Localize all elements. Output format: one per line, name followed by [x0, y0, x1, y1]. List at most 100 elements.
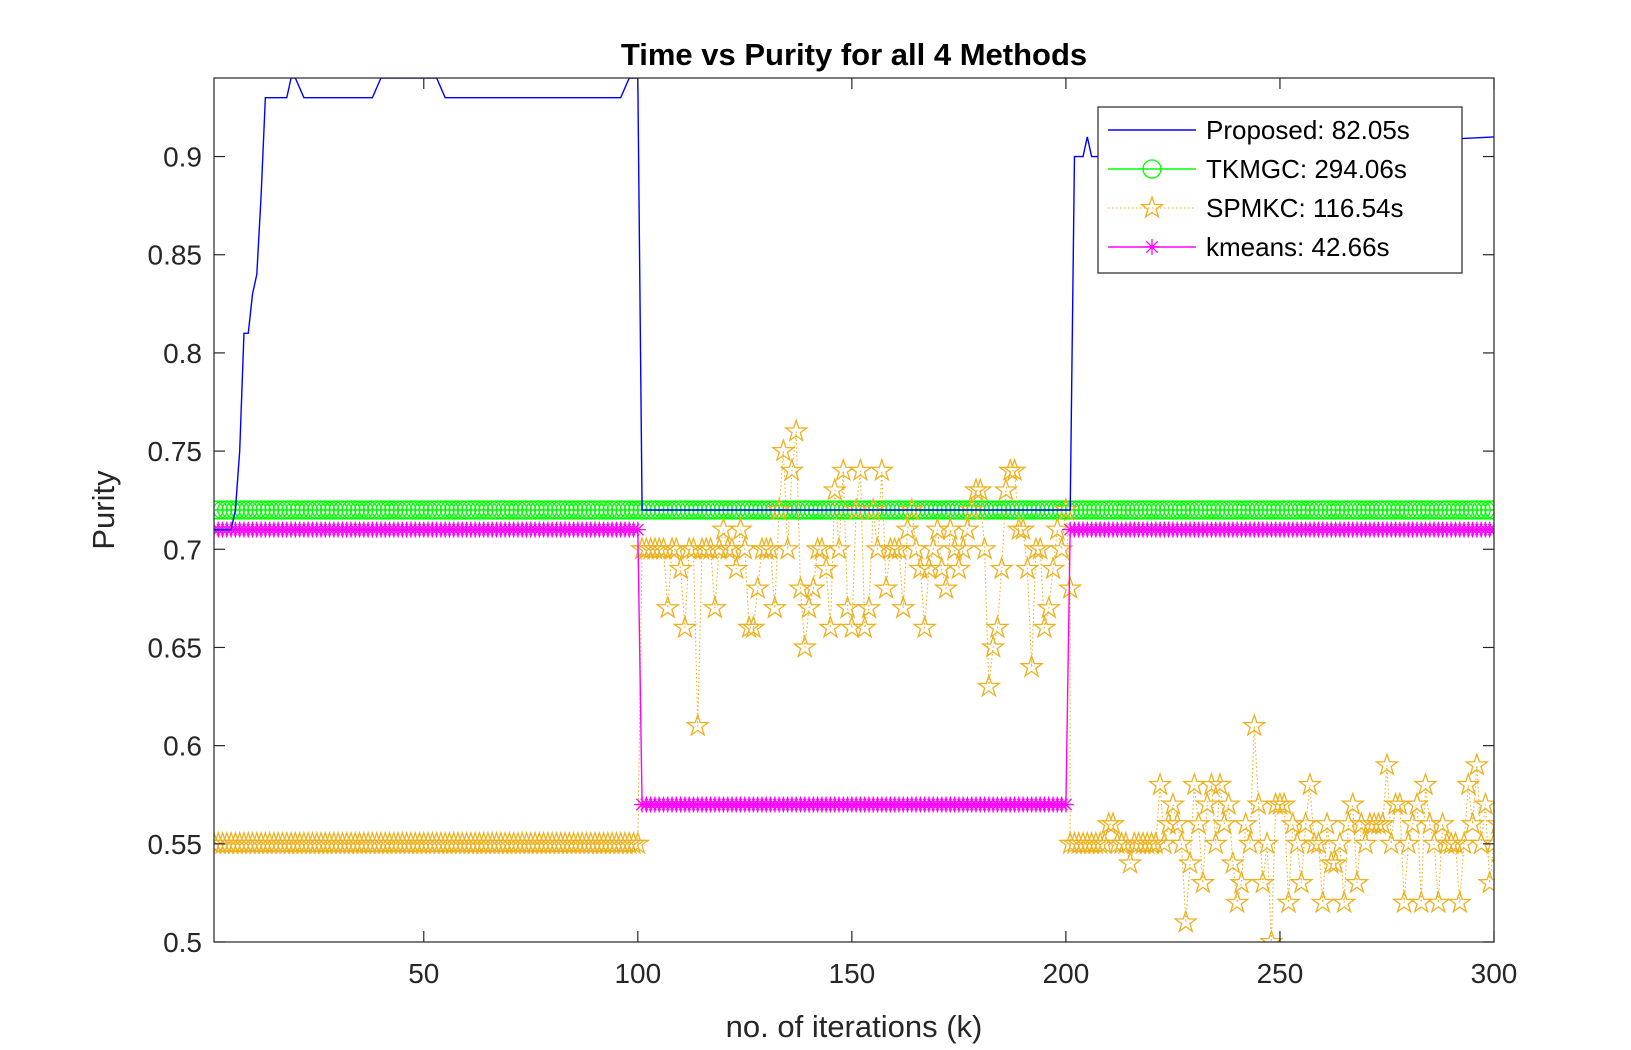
data-point	[238, 500, 258, 520]
data-point	[813, 555, 839, 580]
data-point	[890, 595, 916, 619]
data-point	[1314, 811, 1340, 835]
data-point	[848, 457, 873, 482]
data-point	[1210, 500, 1230, 520]
data-point	[1404, 791, 1430, 816]
data-point	[272, 500, 293, 520]
data-point	[1094, 500, 1115, 520]
data-point	[461, 500, 481, 520]
data-point	[1214, 500, 1234, 520]
data-point	[1231, 500, 1252, 520]
data-point	[1295, 500, 1316, 520]
data-point	[1355, 500, 1376, 520]
data-point	[337, 500, 357, 520]
data-point	[1300, 500, 1320, 520]
data-point	[856, 595, 882, 619]
data-point	[606, 500, 627, 520]
data-point	[1425, 889, 1451, 914]
series-0	[214, 78, 1494, 531]
data-point	[1117, 850, 1143, 875]
x-tick-label: 50	[408, 958, 439, 989]
data-point	[1351, 500, 1371, 520]
legend: Proposed: 82.05s TKMGC: 294.06s SPMKC: 116…	[1097, 106, 1463, 274]
data-point	[247, 500, 267, 520]
data-point	[1327, 830, 1353, 855]
data-point	[298, 500, 318, 520]
data-point	[1330, 500, 1350, 520]
data-point	[1014, 555, 1040, 580]
data-point	[1518, 794, 1539, 814]
chart-title: Time vs Purity for all 4 Methods	[621, 37, 1087, 72]
data-point	[448, 500, 468, 520]
data-point	[349, 500, 370, 520]
x-tick-label: 100	[614, 958, 661, 989]
data-point	[324, 500, 344, 520]
data-point	[1206, 500, 1226, 520]
data-point	[354, 500, 374, 520]
data-point	[1240, 500, 1260, 520]
x-tick-label: 250	[1257, 958, 1304, 989]
data-point	[976, 673, 1002, 698]
data-point	[504, 500, 524, 520]
data-point	[559, 500, 579, 520]
data-point	[1169, 830, 1194, 855]
data-point	[495, 500, 515, 520]
data-point	[1496, 813, 1517, 833]
data-point	[281, 500, 301, 520]
data-point	[972, 536, 997, 560]
y-tick-label: 0.7	[163, 534, 202, 565]
data-point	[1484, 500, 1494, 520]
data-point	[745, 575, 771, 600]
data-point	[685, 712, 711, 737]
data-point	[672, 614, 698, 639]
data-point	[1266, 500, 1286, 520]
data-point	[1124, 500, 1145, 520]
data-point	[1467, 500, 1487, 520]
legend-entry-1: TKMGC: 294.06s	[1108, 154, 1407, 184]
data-point	[529, 500, 550, 520]
data-point	[1103, 500, 1123, 520]
data-point	[525, 500, 545, 520]
data-point	[1360, 500, 1380, 520]
data-point	[221, 500, 241, 520]
data-point	[1171, 500, 1192, 520]
data-point	[512, 500, 532, 520]
data-point	[1413, 771, 1438, 796]
data-point	[1432, 500, 1453, 520]
data-point	[285, 500, 305, 520]
data-point	[822, 477, 848, 501]
data-point	[1057, 796, 1074, 813]
data-point	[1218, 500, 1239, 520]
legend-marker	[1142, 159, 1162, 179]
data-point	[1276, 889, 1301, 914]
data-point	[311, 500, 331, 520]
data-point	[779, 457, 805, 482]
data-point	[230, 500, 250, 520]
data-point	[783, 418, 809, 443]
x-axis-label: no. of iterations (k)	[726, 1009, 983, 1044]
legend-marker	[1139, 194, 1165, 219]
data-point	[538, 500, 558, 520]
data-point	[1160, 791, 1186, 816]
data-point	[1032, 614, 1057, 639]
data-point	[1454, 500, 1474, 520]
data-point	[422, 500, 442, 520]
data-point	[1154, 500, 1175, 520]
data-point	[796, 595, 822, 619]
data-point	[465, 500, 485, 520]
data-point	[1111, 500, 1132, 520]
data-point	[358, 500, 378, 520]
data-point	[946, 555, 972, 580]
data-point	[260, 500, 280, 520]
data-point	[775, 536, 801, 560]
data-point	[1164, 811, 1190, 835]
data-point	[835, 595, 860, 619]
data-point	[396, 500, 417, 520]
data-point	[993, 477, 1019, 501]
y-tick-label: 0.55	[148, 829, 203, 860]
data-point	[950, 536, 976, 560]
data-point	[1501, 892, 1522, 912]
data-point	[392, 500, 413, 520]
data-point	[478, 500, 498, 520]
data-point	[1477, 870, 1494, 894]
